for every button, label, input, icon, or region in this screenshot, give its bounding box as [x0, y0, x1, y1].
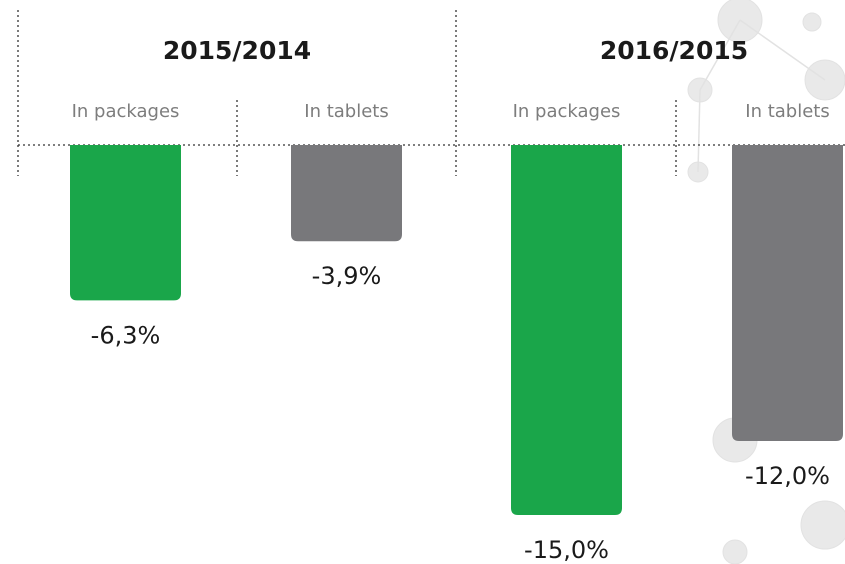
- bar: [511, 145, 622, 515]
- bar: [291, 145, 402, 241]
- bar: [732, 145, 843, 441]
- bar: [70, 145, 181, 300]
- value-label: -3,9%: [312, 262, 382, 290]
- category-label: In tablets: [745, 101, 829, 122]
- group-title: 2016/2015: [600, 36, 748, 65]
- value-label: -12,0%: [745, 462, 830, 490]
- category-label: In tablets: [304, 101, 388, 122]
- category-label: In packages: [513, 101, 621, 122]
- value-label: -15,0%: [524, 536, 609, 564]
- chart: 2015/2014 2016/2015 -6,3% In packages -3,9…: [0, 0, 845, 564]
- group-title: 2015/2014: [163, 36, 311, 65]
- category-label: In packages: [72, 101, 180, 122]
- value-label: -6,3%: [91, 321, 161, 349]
